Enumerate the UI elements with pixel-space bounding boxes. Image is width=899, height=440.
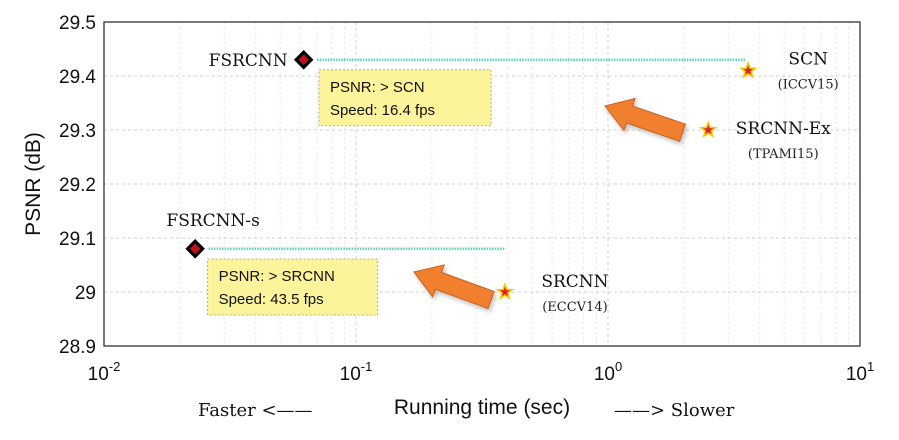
annotation-box-bg (318, 69, 492, 127)
point-venue: (ICCV15) (778, 78, 839, 93)
annotation-psnr: PSNR: > SCN (330, 79, 425, 96)
arrow (413, 264, 495, 310)
x-tick-label: 10-1 (340, 359, 373, 385)
annotation-box-bg (207, 258, 379, 316)
y-tick-label: 29.5 (59, 13, 96, 34)
annotation-box: PSNR: > SCN Speed: 16.4 fps (318, 69, 492, 127)
annotation-box: PSNR: > SRCNN Speed: 43.5 fps (207, 258, 379, 316)
annotation-speed: Speed: 16.4 fps (330, 102, 435, 119)
point-label: FSRCNN (209, 51, 288, 71)
y-tick-label: 29.2 (59, 175, 96, 196)
y-axis-label: PSNR (dB) (22, 132, 45, 236)
plot-frame (103, 21, 861, 347)
x-tick-label: 10-2 (88, 359, 121, 385)
y-tick-label: 29 (75, 283, 96, 304)
comparison-lines (208, 58, 746, 251)
arrows (413, 97, 687, 310)
star-marker (495, 282, 515, 301)
point-labels: FSRCNN FSRCNN-s SCN (ICCV15) SRCNN-Ex (TPAMI1… (166, 50, 838, 315)
y-tick-label: 28.9 (59, 337, 96, 358)
annotation-boxes: PSNR: > SCN Speed: 16.4 fps PSNR: > SRCNN S… (207, 69, 492, 316)
annotation-speed: Speed: 43.5 fps (219, 291, 324, 308)
data-points (185, 50, 758, 301)
diamond-marker (185, 239, 205, 259)
y-tick-label: 29.1 (59, 229, 96, 250)
x-tick-label: 101 (846, 359, 874, 385)
point-label: SRCNN-Ex (736, 119, 831, 139)
x-tick-label: 100 (594, 359, 622, 385)
x-note-left: Faster <—— (198, 400, 313, 421)
star-marker (698, 120, 718, 138)
diamond-marker (293, 50, 314, 70)
y-tick-label: 29.4 (59, 67, 96, 88)
annotation-psnr: PSNR: > SRCNN (219, 268, 335, 285)
tick-labels: 29.5 29.4 29.3 29.2 29.1 29 28.910-2 10-1 100 101 (59, 13, 874, 385)
point-venue: (TPAMI15) (748, 147, 819, 162)
x-axis-label: Running time (sec) (394, 396, 570, 419)
arrow (604, 97, 687, 142)
y-tick-label: 29.3 (59, 121, 96, 142)
point-label: SRCNN (541, 272, 608, 292)
star-marker (738, 60, 758, 79)
x-note-right: ——> Slower (614, 400, 735, 421)
point-label: SCN (788, 50, 828, 70)
point-label: FSRCNN-s (166, 211, 259, 231)
point-venue: (ECCV14) (542, 300, 607, 315)
